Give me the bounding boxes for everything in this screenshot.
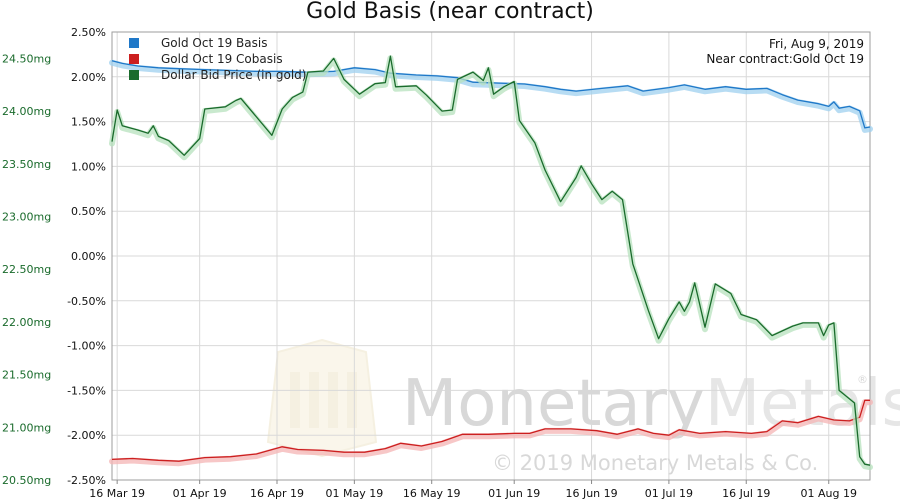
y-right-tick-label: 2.00%	[71, 71, 106, 84]
info-contract: Near contract:Gold Oct 19	[706, 52, 864, 66]
series-line-basis	[111, 60, 871, 129]
legend-label-dollar-bid: Dollar Bid Price (in gold)	[161, 68, 306, 82]
watermark-logo-bar	[309, 372, 319, 428]
y-left-tick-label: 21.50mg	[2, 369, 51, 382]
x-tick-label: 01 Aug 19	[801, 487, 857, 500]
y-right-tick-label: 2.50%	[71, 26, 106, 39]
y-right-tick-label: 1.50%	[71, 116, 106, 129]
watermark: MonetaryMetals ® © 2019 Monetary Metals …	[266, 338, 900, 475]
y-left-tick-label: 23.00mg	[2, 210, 51, 223]
y-left-tick-label: 24.50mg	[2, 52, 51, 65]
legend-swatch-cobasis	[129, 54, 139, 64]
y-right-tick-label: -2.00%	[67, 429, 106, 442]
watermark-registered: ®	[857, 373, 868, 386]
watermark-logo	[266, 338, 378, 458]
watermark-logo-bar	[347, 372, 357, 428]
series-layer	[109, 55, 873, 471]
plot-frame	[111, 31, 871, 481]
y-right-tick-label: -1.50%	[67, 384, 106, 397]
series-glow-dollar-bid	[109, 55, 873, 471]
x-tick-label: 16 Jul 19	[722, 487, 770, 500]
y-left-tick-label: 24.00mg	[2, 105, 51, 118]
x-tick-label: 01 Jul 19	[645, 487, 693, 500]
y-left-tick-label: 22.00mg	[2, 316, 51, 329]
legend-swatch-basis	[129, 38, 139, 48]
y-right-tick-label: 1.00%	[71, 160, 106, 173]
watermark-brand: MonetaryMetals	[402, 367, 900, 441]
y-right-tick-label: 0.00%	[71, 250, 106, 263]
y-left-tick-label: 21.00mg	[2, 421, 51, 434]
watermark-copyright: © 2019 Monetary Metals & Co.	[492, 451, 818, 475]
y-right-tick-label: -1.00%	[67, 340, 106, 353]
y-left-tick-label: 23.50mg	[2, 158, 51, 171]
y-left-tick-label: 20.50mg	[2, 474, 51, 487]
x-tick-label: 16 Mar 19	[89, 487, 145, 500]
legend-label-cobasis: Gold Oct 19 Cobasis	[161, 52, 283, 66]
y-right-tick-label: 0.50%	[71, 205, 106, 218]
x-tick-label: 01 Apr 19	[173, 487, 227, 500]
series-glow-basis	[109, 59, 873, 133]
y-left-tick-label: 22.50mg	[2, 263, 51, 276]
series-line-dollar-bid	[111, 55, 871, 466]
legend: Gold Oct 19 Basis Gold Oct 19 Cobasis Do…	[129, 36, 306, 82]
legend-swatch-dollar-bid	[129, 70, 139, 80]
info-date: Fri, Aug 9, 2019	[769, 37, 864, 51]
x-tick-label: 01 Jun 19	[488, 487, 540, 500]
x-tick-label: 01 May 19	[325, 487, 383, 500]
watermark-logo-bar	[290, 372, 300, 428]
axes: -2.50% -2.00% -1.50% -1.00% -0.50% 0.00% 0.50%…	[2, 26, 857, 500]
y-right-tick-label: -2.50%	[67, 474, 106, 487]
watermark-logo-bar	[328, 372, 338, 428]
series-line-cobasis	[111, 399, 870, 462]
series-glow-cobasis	[109, 399, 873, 467]
x-tick-label: 16 May 19	[403, 487, 461, 500]
x-tick-label: 16 Apr 19	[250, 487, 304, 500]
watermark-logo-mark	[266, 338, 378, 458]
legend-label-basis: Gold Oct 19 Basis	[161, 36, 267, 50]
y-right-tick-label: -0.50%	[67, 295, 106, 308]
chart-title: Gold Basis (near contract)	[306, 0, 594, 24]
x-tick-label: 16 Jun 19	[565, 487, 617, 500]
